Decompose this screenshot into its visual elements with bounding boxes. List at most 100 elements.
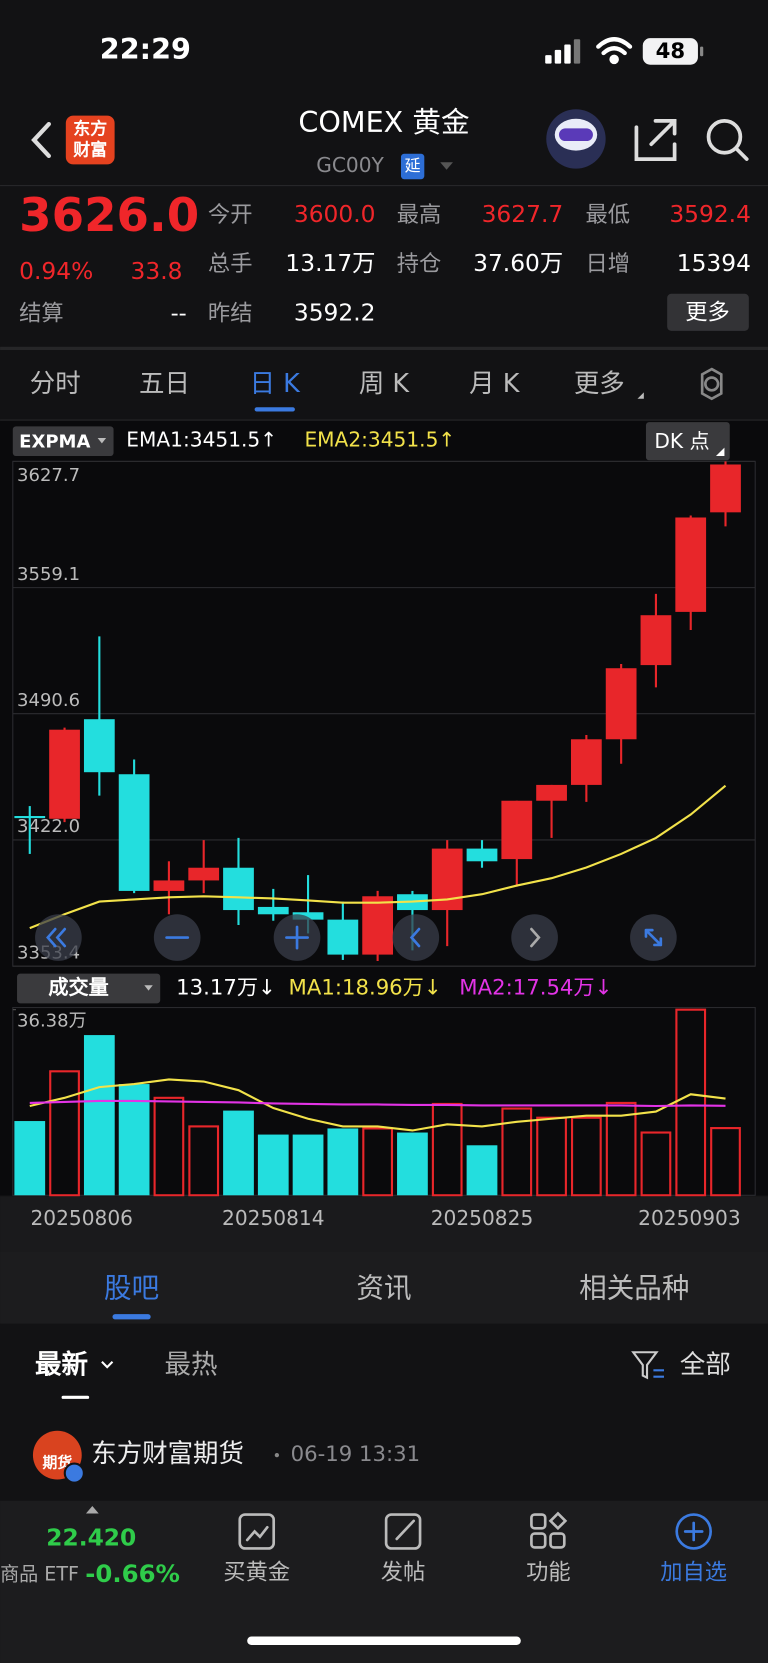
field-label: 结算 (19, 300, 64, 326)
period-tab[interactable]: 分时 (30, 369, 81, 399)
etf-price: 22.420 (46, 1523, 136, 1551)
field-value: 15394 (677, 249, 751, 277)
section-tab[interactable]: 股吧 (104, 1272, 159, 1305)
search-button[interactable] (706, 119, 749, 161)
date-axis (0, 1196, 768, 1252)
filter-latest[interactable]: 最新 (35, 1350, 88, 1381)
period-tabs: 分时 五日 日 K 周 K 月 K 更多 (30, 369, 625, 412)
back-button[interactable] (31, 121, 51, 159)
contract-code[interactable]: GC00Y (316, 153, 384, 177)
field-value: 37.60万 (473, 249, 563, 277)
volume-bar (710, 1127, 741, 1197)
filter-hot[interactable]: 最热 (164, 1350, 217, 1381)
action-label[interactable]: 买黄金 (223, 1559, 290, 1585)
y-tick-label: 3627.7 (17, 465, 80, 486)
legend-entry: EMA2:3451.5↑ (304, 428, 455, 452)
tab-underline (112, 1314, 151, 1320)
chart-nav (35, 914, 677, 961)
candle-body (188, 867, 220, 881)
section-tab[interactable]: 资讯 (356, 1272, 411, 1305)
period-tab[interactable]: 五日 (139, 369, 190, 399)
nav-button[interactable] (392, 914, 440, 961)
legend-entry: MA1:18.96万↓ (289, 975, 442, 1000)
period-tab[interactable]: 周 K (359, 369, 411, 399)
field-label: 最低 (586, 202, 631, 228)
indicator-selector[interactable] (12, 426, 114, 457)
period-tab[interactable]: 日 K (250, 369, 302, 399)
ema-line (29, 784, 727, 930)
volume-bar (257, 1134, 289, 1196)
more-button[interactable] (667, 293, 749, 331)
action-label[interactable]: 功能 (526, 1559, 571, 1585)
volume-bar (14, 1121, 46, 1196)
indicator-selector[interactable] (17, 973, 161, 1004)
x-tick-label: 20250806 (30, 1206, 133, 1230)
candle-body (292, 912, 324, 920)
field-label: 最高 (397, 202, 442, 228)
volume-bar (327, 1128, 359, 1196)
volume-bar (501, 1107, 533, 1197)
last-price: 3626.0 (19, 189, 199, 243)
actions: 买黄金 发帖 功能 加自选 (223, 1559, 727, 1585)
field-label: 总手 (208, 251, 253, 277)
candle-body (327, 919, 359, 955)
page-title: COMEX 黄金 (298, 105, 469, 139)
indicator-name[interactable]: 成交量 (48, 975, 108, 999)
period-tab[interactable]: 更多 (574, 369, 625, 399)
dk-button-text[interactable]: DK 点 (654, 429, 709, 453)
x-tick-label: 20250825 (431, 1206, 534, 1230)
legend-entry: EMA1:3451.5↑ (126, 428, 277, 452)
more-button-text[interactable]: 更多 (685, 299, 730, 325)
y-tick-label: 36.38万 (17, 1010, 87, 1031)
volume-bar (83, 1035, 115, 1196)
y-tick-label: 3490.6 (17, 690, 80, 711)
change-percent: 0.94% (19, 257, 93, 285)
candle-body (83, 719, 115, 773)
post-author[interactable]: 东方财富期货 (91, 1439, 244, 1469)
candle-body (118, 774, 150, 891)
candle-body (153, 880, 185, 891)
filter-all[interactable]: 全部 (680, 1350, 731, 1380)
field-label: 今开 (208, 202, 253, 228)
section-tab[interactable]: 相关品种 (579, 1272, 689, 1305)
candle-body (49, 729, 80, 819)
candle-body (570, 739, 602, 785)
settings-button[interactable] (700, 367, 723, 401)
volume-bar (292, 1134, 324, 1196)
field-value: 3600.0 (294, 200, 376, 228)
dropdown-arrow (97, 438, 107, 444)
delay-badge-text: 延 (405, 156, 421, 175)
volume-bar (605, 1101, 637, 1197)
indicator-name[interactable]: EXPMA (19, 431, 90, 452)
avatar-visor (558, 128, 593, 142)
action-label[interactable]: 发帖 (381, 1559, 426, 1585)
ma-line (29, 1078, 726, 1132)
field-value: 13.17万 (285, 249, 375, 277)
nav-button[interactable] (511, 914, 558, 961)
candle-body (466, 848, 498, 862)
volume-bar (153, 1096, 185, 1197)
y-tick-label: 3422.0 (17, 816, 80, 837)
separator-dot (274, 1453, 280, 1458)
field-value: -- (171, 300, 187, 326)
ma-line (29, 1099, 726, 1108)
dropdown-arrow[interactable] (440, 162, 453, 170)
x-tick-label: 20250903 (638, 1206, 741, 1230)
filter-icon[interactable] (631, 1351, 659, 1380)
volume-bar (362, 1127, 394, 1197)
section-tab-bar (0, 1251, 768, 1324)
expand-arrow[interactable] (85, 1506, 99, 1514)
post-time: 06-19 13:31 (291, 1442, 420, 1467)
action-label[interactable]: 加自选 (660, 1559, 727, 1585)
share-button[interactable] (634, 119, 677, 161)
x-tick-label: 20250814 (222, 1206, 325, 1230)
battery-level: 48 (656, 39, 686, 64)
period-tab[interactable]: 月 K (469, 369, 521, 399)
volume-bar (640, 1131, 672, 1197)
candle-body (14, 816, 46, 819)
dk-button[interactable] (645, 422, 730, 461)
candle-body (257, 906, 289, 915)
app-logo[interactable] (65, 115, 115, 165)
quote-fields: 今开 3600.0 最高 3627.7 最低 3592.4 总手 13.17万 持仓 37.60万… (208, 200, 751, 327)
